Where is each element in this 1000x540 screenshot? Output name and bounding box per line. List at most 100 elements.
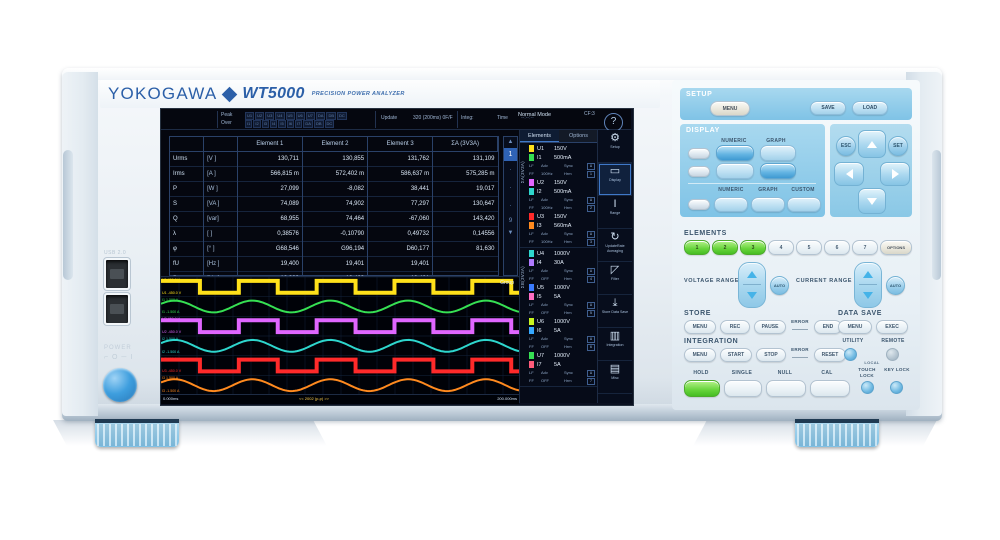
page-last[interactable]: 9: [508, 218, 513, 224]
rail-item-updaterate-averaging[interactable]: ↻ UpdateRate Averaging: [598, 229, 632, 262]
channel-badge-1[interactable]: U: [587, 163, 595, 170]
usb-port-1[interactable]: [104, 258, 130, 290]
display-graph-row3-button[interactable]: [751, 197, 785, 212]
integration-start-button[interactable]: START: [720, 348, 752, 362]
channel-badge-1[interactable]: U: [587, 302, 595, 309]
elements-tab[interactable]: Options: [559, 130, 598, 142]
channel-badge-1[interactable]: U: [587, 197, 595, 204]
element-button-3[interactable]: 3: [740, 240, 766, 255]
save-button[interactable]: SAVE: [810, 101, 846, 115]
current-channel-row[interactable]: I2 500mA: [529, 187, 598, 196]
page-dot[interactable]: ·: [509, 183, 512, 192]
nav-left-button[interactable]: [834, 162, 864, 186]
sync-label: Sync: [564, 302, 573, 307]
current-range-rocker[interactable]: [854, 262, 882, 308]
current-channel-row[interactable]: I5 5A: [529, 292, 598, 301]
display-graph-row2-button[interactable]: [760, 163, 796, 179]
integration-reset-button[interactable]: RESET: [814, 348, 846, 362]
element-options-button[interactable]: OPTIONS: [880, 240, 912, 255]
channel-badge-1[interactable]: U: [587, 231, 595, 238]
voltage-channel-row[interactable]: U1 150V: [529, 144, 598, 153]
data-save-menu-button[interactable]: MENU: [838, 320, 872, 334]
display-graph-row1-button[interactable]: [760, 145, 796, 161]
waveform-area[interactable]: Group U1 450.0 V U1 -450.0 V I1 1.500 A I…: [161, 276, 519, 404]
channel-badge-1[interactable]: U: [587, 268, 595, 275]
element-button-2[interactable]: 2: [712, 240, 738, 255]
setup-menu-button[interactable]: MENU: [710, 101, 750, 116]
set-button[interactable]: SET: [888, 136, 908, 156]
data-save-exec-button[interactable]: EXEC: [876, 320, 908, 334]
channel-badge-2[interactable]: 6: [587, 344, 595, 351]
current-channel-row[interactable]: I3 560mA: [529, 221, 598, 230]
voltage-channel-row[interactable]: U5 1000V: [529, 283, 598, 292]
current-auto-button[interactable]: AUTO: [886, 276, 905, 295]
elements-panel-tabs[interactable]: Elements Options: [520, 130, 598, 143]
hrm-label: Hrm: [564, 205, 572, 210]
key-lock-button[interactable]: [890, 381, 903, 394]
element-button-1[interactable]: 1: [684, 240, 710, 255]
hold-button[interactable]: [684, 380, 720, 397]
scroll-down-icon[interactable]: ▼: [507, 230, 514, 236]
integration-stop-button[interactable]: STOP: [756, 348, 786, 362]
function-icon-rail[interactable]: ⚙ Setup ▭ Display I Range ↻ UpdateRate A…: [597, 130, 632, 403]
voltage-channel-row[interactable]: U4 1000V: [529, 249, 598, 258]
channel-badge-1[interactable]: U: [587, 336, 595, 343]
display-custom-row3-button[interactable]: [787, 197, 821, 212]
voltage-channel-row[interactable]: U2 150V: [529, 178, 598, 187]
integration-menu-button[interactable]: MENU: [684, 348, 716, 362]
nav-right-button[interactable]: [880, 162, 910, 186]
nav-up-button[interactable]: [858, 130, 886, 158]
element-button-6[interactable]: 6: [824, 240, 850, 255]
remote-button[interactable]: [886, 348, 899, 361]
page-scroll-column[interactable]: ▲ 1 · · · 9 ▼: [503, 136, 518, 276]
voltage-auto-button[interactable]: AUTO: [770, 276, 789, 295]
scroll-up-icon[interactable]: ▲: [507, 139, 514, 145]
usb-port-2[interactable]: [104, 293, 130, 325]
voltage-range-rocker[interactable]: [738, 262, 766, 308]
elements-tab[interactable]: Elements: [520, 130, 559, 142]
store-menu-button[interactable]: MENU: [684, 320, 716, 334]
rail-item-store-data-save[interactable]: ⤓ Store Data Save: [598, 295, 632, 328]
cal-button[interactable]: [810, 380, 850, 397]
element-button-5[interactable]: 5: [796, 240, 822, 255]
store-rec-button[interactable]: REC: [720, 320, 750, 334]
page-dot[interactable]: ·: [509, 201, 512, 210]
utility-button[interactable]: [844, 348, 857, 361]
rail-item-display[interactable]: ▭ Display: [598, 163, 632, 196]
element-button-4[interactable]: 4: [768, 240, 794, 255]
element-button-7[interactable]: 7: [852, 240, 878, 255]
load-button[interactable]: LOAD: [852, 101, 888, 115]
display-numeric-row1-button[interactable]: [716, 145, 754, 161]
current-channel-row[interactable]: I7 5A: [529, 360, 598, 369]
store-pause-button[interactable]: PAUSE: [754, 320, 786, 334]
channel-badge-2[interactable]: 1: [587, 171, 595, 178]
null-button[interactable]: [766, 380, 806, 397]
voltage-channel-row[interactable]: U7 1000V: [529, 351, 598, 360]
page-selected[interactable]: 1: [504, 148, 517, 161]
display-numeric-row3-button[interactable]: [714, 197, 748, 212]
channel-badge-2[interactable]: 2: [587, 205, 595, 212]
display-numeric-row2-button[interactable]: [716, 163, 754, 179]
display-screen[interactable]: Peak Over U1 U2 U3 U4 U5 U6 U7 DA DB DC I1 I2 I3 I4 I…: [161, 109, 632, 404]
nav-down-button[interactable]: [858, 188, 886, 214]
channel-badge-2[interactable]: 7: [587, 378, 595, 385]
current-channel-row[interactable]: I1 500mA: [529, 153, 598, 162]
channel-badge-2[interactable]: 3: [587, 239, 595, 246]
channel-badge-1[interactable]: U: [587, 370, 595, 377]
voltage-channel-row[interactable]: U6 1000V: [529, 317, 598, 326]
power-button[interactable]: [103, 368, 137, 402]
page-dot[interactable]: ·: [509, 165, 512, 174]
rail-item-integration[interactable]: ▥ Integration: [598, 328, 632, 361]
rail-item-misc[interactable]: ▤ Misc: [598, 361, 632, 394]
channel-badge-2[interactable]: 5: [587, 310, 595, 317]
esc-button[interactable]: ESC: [836, 136, 856, 156]
rail-item-range[interactable]: I Range: [598, 196, 632, 229]
voltage-channel-row[interactable]: U3 150V: [529, 212, 598, 221]
current-channel-row[interactable]: I6 5A: [529, 326, 598, 335]
channel-badge-2[interactable]: 4: [587, 276, 595, 283]
single-button[interactable]: [724, 380, 762, 397]
rail-item-setup[interactable]: ⚙ Setup: [598, 130, 632, 163]
current-channel-row[interactable]: I4 30A: [529, 258, 598, 267]
touch-lock-button[interactable]: [861, 381, 874, 394]
rail-item-filter[interactable]: ◸ Filter: [598, 262, 632, 295]
